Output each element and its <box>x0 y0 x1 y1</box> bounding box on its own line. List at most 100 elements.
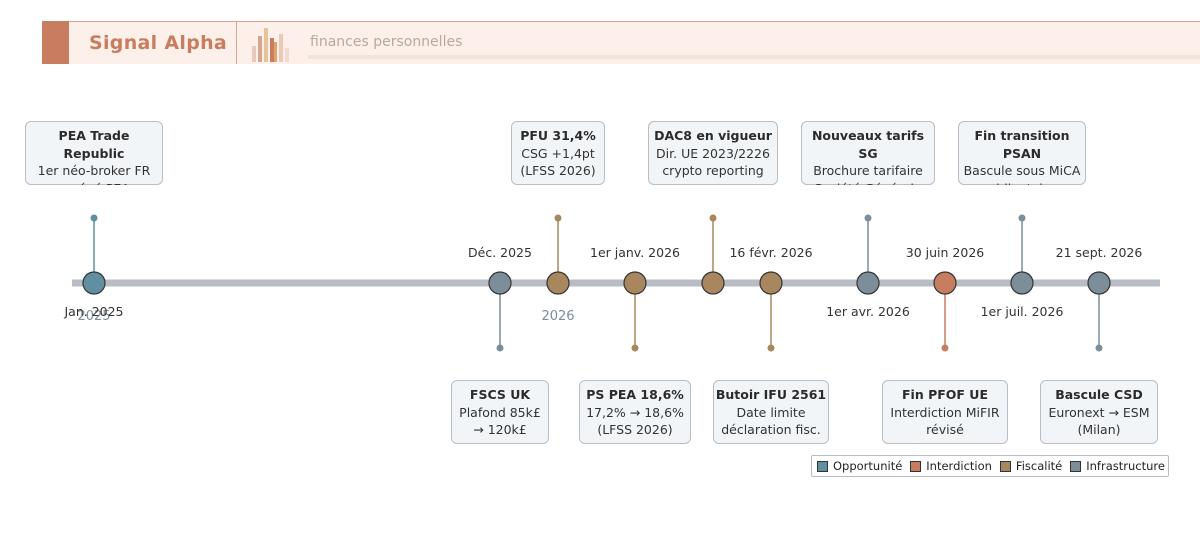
year-label: 2026 <box>541 309 574 324</box>
legend-item-opportunite: Opportunité <box>817 459 902 473</box>
event-card-box: Fin PFOF UE Interdiction MiFIR révisé <box>882 380 1008 444</box>
event-card-box: PEA Trade Republic 1er néo-broker FR agrég… <box>25 121 163 185</box>
event-card: Bascule CSD Euronext → ESM (Milan) <box>1040 380 1158 444</box>
event-description-line: Bascule sous MiCA <box>963 163 1081 178</box>
event-marker <box>701 271 725 295</box>
event-title: Nouveaux tarifs SG <box>811 128 925 161</box>
event-date-label: 21 sept. 2026 <box>1056 245 1143 260</box>
event-card: Nouveaux tarifs SG Brochure tarifaire Soci… <box>801 121 935 185</box>
header-subtitle: finances personnelles <box>310 34 463 50</box>
event-marker <box>1087 271 1111 295</box>
event-marker <box>82 271 106 295</box>
event-card: DAC8 en vigueur Dir. UE 2023/2226 crypto r… <box>648 121 778 185</box>
event-date-label: Déc. 2025 <box>468 245 532 260</box>
event-title: Fin transition PSAN <box>974 128 1070 161</box>
header-banner: Signal Alpha finances personnelles <box>42 21 1200 64</box>
event-card: PEA Trade Republic 1er néo-broker FR agrég… <box>25 121 163 185</box>
event-date-label: Jan. 2025 <box>63 304 123 319</box>
stem-end-dot <box>631 344 639 352</box>
stem-end-dot <box>554 214 562 222</box>
event-date-label: 1er avr. 2026 <box>826 304 910 319</box>
event-description-line: 1er néo-broker FR <box>37 163 151 178</box>
event-card-box: FSCS UK Plafond 85k£ → 120k£ <box>451 380 549 444</box>
bar-chart-logo-icon <box>252 28 289 62</box>
event-description-line: (LFSS 2026) <box>597 422 673 437</box>
legend-item-fiscalite: Fiscalité <box>999 459 1063 473</box>
event-date-label: 1er janv. 2026 <box>590 245 680 260</box>
legend-item-infrastructure: Infrastructure <box>1070 459 1165 473</box>
legend-swatch <box>817 460 828 472</box>
event-description-line: Date limite <box>736 404 806 420</box>
event-card-box: PFU 31,4% CSG +1,4pt (LFSS 2026) <box>511 121 605 185</box>
event-description-line: (Milan) <box>1077 422 1121 437</box>
event-description-line: Dir. UE 2023/2226 <box>656 145 770 161</box>
event-card: PS PEA 18,6% 17,2% → 18,6% (LFSS 2026) <box>579 380 691 444</box>
event-card: PFU 31,4% CSG +1,4pt (LFSS 2026) <box>511 121 605 185</box>
stem-end-dot <box>864 214 872 222</box>
event-card-box: Bascule CSD Euronext → ESM (Milan) <box>1040 380 1158 444</box>
event-date-label: 1er juil. 2026 <box>981 304 1064 319</box>
event-description-line: 17,2% → 18,6% <box>586 404 684 420</box>
event-description-line: Interdiction MiFIR <box>890 404 1000 420</box>
event-date-label: 30 juin 2026 <box>906 245 985 260</box>
event-marker <box>933 271 957 295</box>
stem-end-dot <box>709 214 717 222</box>
stem-end-dot <box>767 344 775 352</box>
event-card-box: DAC8 en vigueur Dir. UE 2023/2226 crypto r… <box>648 121 778 185</box>
event-card-box: Butoir IFU 2561 Date limite déclaration fi… <box>713 380 829 444</box>
year-label: 2025 <box>77 309 110 324</box>
event-title: PFU 31,4% <box>520 128 596 143</box>
event-title: DAC8 en vigueur <box>654 128 772 143</box>
event-description-line: Société Générale <box>802 180 934 186</box>
event-card-box: PS PEA 18,6% 17,2% → 18,6% (LFSS 2026) <box>579 380 691 444</box>
legend-label: Infrastructure <box>1086 459 1165 473</box>
event-marker <box>759 271 783 295</box>
event-description-line: Brochure tarifaire <box>813 163 923 178</box>
event-card: Fin transition PSAN Bascule sous MiCA obli… <box>958 121 1086 185</box>
event-card: Fin PFOF UE Interdiction MiFIR révisé <box>882 380 1008 444</box>
event-marker <box>546 271 570 295</box>
brand-title: Signal Alpha <box>89 32 228 54</box>
event-description-line: crypto reporting <box>662 163 764 178</box>
event-title: Butoir IFU 2561 <box>715 387 827 402</box>
event-title: FSCS UK <box>469 387 531 402</box>
legend-swatch <box>1070 460 1082 472</box>
header-underline <box>308 55 1200 59</box>
legend: Opportunité Interdiction Fiscalité Infrastr… <box>811 455 1169 477</box>
stem-end-dot <box>1018 214 1026 222</box>
header-accent-bar <box>42 21 69 64</box>
event-title: Bascule CSD <box>1055 387 1143 402</box>
legend-label: Opportunité <box>833 459 903 473</box>
event-description-line: révisé <box>926 422 964 437</box>
event-description-line: obligatoire <box>959 180 1085 186</box>
event-title: PEA Trade Republic <box>58 128 130 161</box>
legend-label: Interdiction <box>926 459 992 473</box>
event-marker <box>856 271 880 295</box>
event-description-line: Euronext → ESM <box>1048 404 1150 420</box>
legend-label: Fiscalité <box>1015 459 1063 473</box>
event-card: Butoir IFU 2561 Date limite déclaration fi… <box>713 380 829 444</box>
event-marker <box>623 271 647 295</box>
header-divider <box>236 21 237 64</box>
event-marker <box>488 271 512 295</box>
event-description-line: (LFSS 2026) <box>520 163 596 178</box>
stem-end-dot <box>496 344 504 352</box>
stem-end-dot <box>90 214 98 222</box>
event-card-box: Fin transition PSAN Bascule sous MiCA obli… <box>958 121 1086 185</box>
event-card-box: Nouveaux tarifs SG Brochure tarifaire Soci… <box>801 121 935 185</box>
event-card: FSCS UK Plafond 85k£ → 120k£ <box>451 380 549 444</box>
event-description-line: déclaration fisc. <box>721 422 821 437</box>
event-description-line: agrégé PEA <box>26 180 162 186</box>
stem-end-dot <box>941 344 949 352</box>
legend-item-interdiction: Interdiction <box>910 459 992 473</box>
event-description-line: → 120k£ <box>473 422 527 437</box>
stem-end-dot <box>1095 344 1103 352</box>
event-description-line: Plafond 85k£ <box>459 404 541 420</box>
event-marker <box>1010 271 1034 295</box>
event-title: PS PEA 18,6% <box>586 387 684 402</box>
event-title: Fin PFOF UE <box>902 387 988 402</box>
event-description-line: CSG +1,4pt <box>521 145 595 161</box>
legend-swatch <box>999 460 1011 472</box>
event-date-label: 16 févr. 2026 <box>729 245 812 260</box>
